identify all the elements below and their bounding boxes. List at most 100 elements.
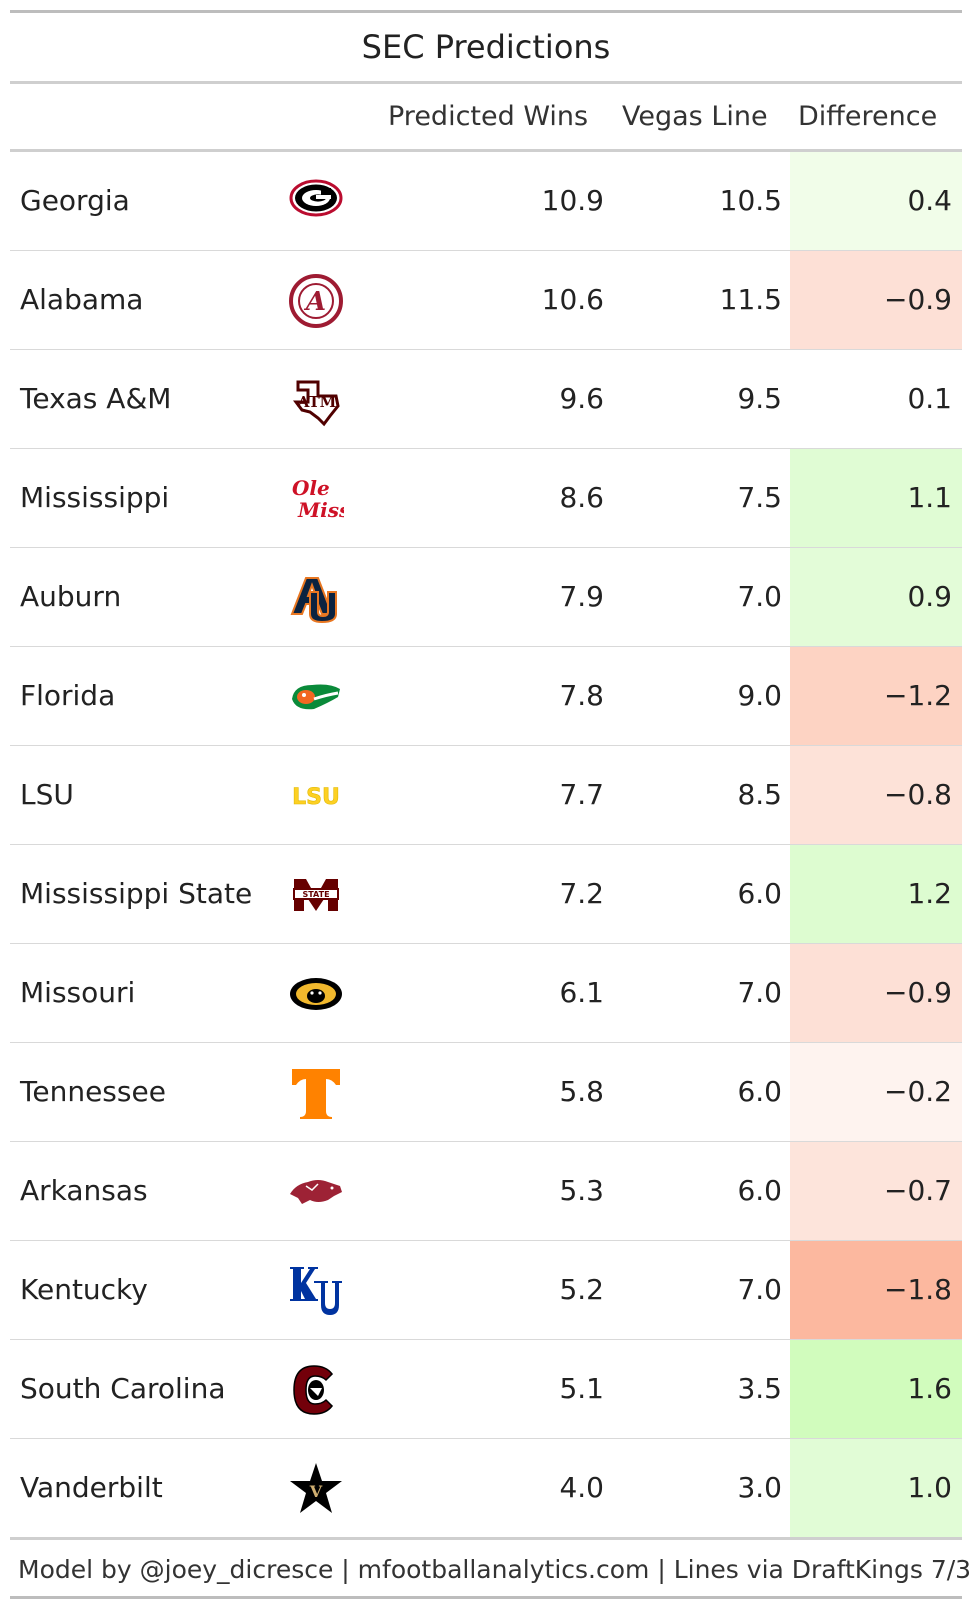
difference-cell: −0.2 xyxy=(790,1043,962,1141)
texas-am-logo-icon: ATM xyxy=(288,372,344,428)
difference-value: 1.6 xyxy=(907,1372,952,1405)
vegas-line-value: 3.5 xyxy=(737,1372,782,1405)
difference-cell: −1.8 xyxy=(790,1241,962,1339)
table-row: Auburn 7.9 7.0 0.9 xyxy=(10,548,962,647)
predicted-wins-value: 7.8 xyxy=(559,679,604,712)
table-row: Missouri 6.1 7.0 −0.9 xyxy=(10,944,962,1043)
column-header-predicted: Predicted Wins xyxy=(388,101,589,132)
column-header-difference: Difference xyxy=(798,101,938,132)
difference-cell: −0.9 xyxy=(790,251,962,349)
difference-value: 1.0 xyxy=(907,1471,952,1504)
predicted-wins-value: 7.7 xyxy=(559,778,604,811)
table-title: SEC Predictions xyxy=(361,28,611,66)
south-carolina-logo-icon xyxy=(288,1362,344,1418)
bottom-rule xyxy=(10,1596,962,1599)
team-name: Mississippi xyxy=(20,481,170,514)
table-row: Arkansas 5.3 6.0 −0.7 xyxy=(10,1142,962,1241)
ole-miss-logo-icon: OleMiss xyxy=(288,471,350,527)
difference-cell: −0.9 xyxy=(790,944,962,1042)
vegas-line-value: 11.5 xyxy=(719,283,782,316)
table-row: Florida 7.8 9.0 −1.2 xyxy=(10,647,962,746)
vegas-line-value: 10.5 xyxy=(719,184,782,217)
svg-text:STATE: STATE xyxy=(302,890,329,899)
header-rule xyxy=(10,149,962,152)
difference-value: −0.7 xyxy=(884,1174,952,1207)
difference-value: −1.8 xyxy=(884,1273,952,1306)
predicted-wins-value: 4.0 xyxy=(559,1471,604,1504)
predicted-wins-value: 7.9 xyxy=(559,580,604,613)
vegas-line-value: 7.0 xyxy=(737,580,782,613)
column-header-vegas: Vegas Line xyxy=(622,101,768,132)
table-row: Vanderbilt V 4.0 3.0 1.0 xyxy=(10,1439,962,1537)
tennessee-logo-icon xyxy=(288,1065,344,1121)
difference-cell: 0.9 xyxy=(790,548,962,646)
team-name: Vanderbilt xyxy=(20,1471,163,1504)
difference-value: −0.9 xyxy=(884,976,952,1009)
predicted-wins-value: 6.1 xyxy=(559,976,604,1009)
difference-value: −0.9 xyxy=(884,283,952,316)
florida-logo-icon xyxy=(288,669,344,725)
table-row: LSU LSU 7.7 8.5 −0.8 xyxy=(10,746,962,845)
missouri-logo-icon xyxy=(288,966,344,1022)
table-body: Georgia 10.9 10.5 0.4 Alabama A 10.6 11.5 −0.9 Te… xyxy=(10,152,962,1537)
lsu-logo-icon: LSU xyxy=(288,768,344,824)
difference-cell: 0.4 xyxy=(790,152,962,250)
georgia-logo-icon xyxy=(288,174,344,230)
vegas-line-value: 8.5 xyxy=(737,778,782,811)
predicted-wins-value: 8.6 xyxy=(559,481,604,514)
team-name: Mississippi State xyxy=(20,877,253,910)
difference-cell: 1.0 xyxy=(790,1439,962,1537)
team-name: LSU xyxy=(20,778,74,811)
table-row: Georgia 10.9 10.5 0.4 xyxy=(10,152,962,251)
team-name: Texas A&M xyxy=(20,382,172,415)
vegas-line-value: 6.0 xyxy=(737,1075,782,1108)
column-header-row: Predicted Wins Vegas Line Difference xyxy=(10,84,962,149)
difference-cell: −0.8 xyxy=(790,746,962,844)
difference-cell: −1.2 xyxy=(790,647,962,745)
difference-cell: 1.1 xyxy=(790,449,962,547)
predicted-wins-value: 5.2 xyxy=(559,1273,604,1306)
team-name: South Carolina xyxy=(20,1372,226,1405)
team-name: Tennessee xyxy=(20,1075,166,1108)
auburn-logo-icon xyxy=(288,570,344,626)
team-name: Kentucky xyxy=(20,1273,148,1306)
table-row: Texas A&M ATM 9.6 9.5 0.1 xyxy=(10,350,962,449)
svg-text:Ole: Ole xyxy=(292,476,330,500)
predicted-wins-value: 5.8 xyxy=(559,1075,604,1108)
table-row: Tennessee 5.8 6.0 −0.2 xyxy=(10,1043,962,1142)
vanderbilt-logo-icon: V xyxy=(288,1461,344,1517)
predicted-wins-value: 10.9 xyxy=(541,184,604,217)
kentucky-logo-icon xyxy=(288,1263,344,1319)
difference-cell: 1.2 xyxy=(790,845,962,943)
difference-value: 1.1 xyxy=(907,481,952,514)
difference-value: 0.9 xyxy=(907,580,952,613)
team-name: Missouri xyxy=(20,976,136,1009)
table-row: Alabama A 10.6 11.5 −0.9 xyxy=(10,251,962,350)
mississippi-state-logo-icon: STATE xyxy=(288,867,344,923)
difference-cell: −0.7 xyxy=(790,1142,962,1240)
vegas-line-value: 7.0 xyxy=(737,976,782,1009)
table-row: South Carolina 5.1 3.5 1.6 xyxy=(10,1340,962,1439)
vegas-line-value: 9.0 xyxy=(737,679,782,712)
difference-cell: 0.1 xyxy=(790,350,962,448)
team-name: Florida xyxy=(20,679,116,712)
vegas-line-value: 7.5 xyxy=(737,481,782,514)
difference-value: −1.2 xyxy=(884,679,952,712)
svg-text:LSU: LSU xyxy=(292,785,340,810)
table-footer: Model by @joey_dicresce | mfootballanaly… xyxy=(18,1555,971,1584)
team-name: Alabama xyxy=(20,283,144,316)
team-name: Arkansas xyxy=(20,1174,148,1207)
vegas-line-value: 6.0 xyxy=(737,1174,782,1207)
top-rule xyxy=(10,10,962,13)
team-name: Georgia xyxy=(20,184,130,217)
difference-cell: 1.6 xyxy=(790,1340,962,1438)
arkansas-logo-icon xyxy=(288,1164,344,1220)
predictions-table: SEC Predictions Predicted Wins Vegas Lin… xyxy=(10,10,971,1599)
difference-value: 0.1 xyxy=(907,382,952,415)
vegas-line-value: 9.5 xyxy=(737,382,782,415)
table-row: Mississippi OleMiss 8.6 7.5 1.1 xyxy=(10,449,962,548)
difference-value: −0.2 xyxy=(884,1075,952,1108)
predicted-wins-value: 5.1 xyxy=(559,1372,604,1405)
table-row: Kentucky 5.2 7.0 −1.8 xyxy=(10,1241,962,1340)
difference-value: −0.8 xyxy=(884,778,952,811)
